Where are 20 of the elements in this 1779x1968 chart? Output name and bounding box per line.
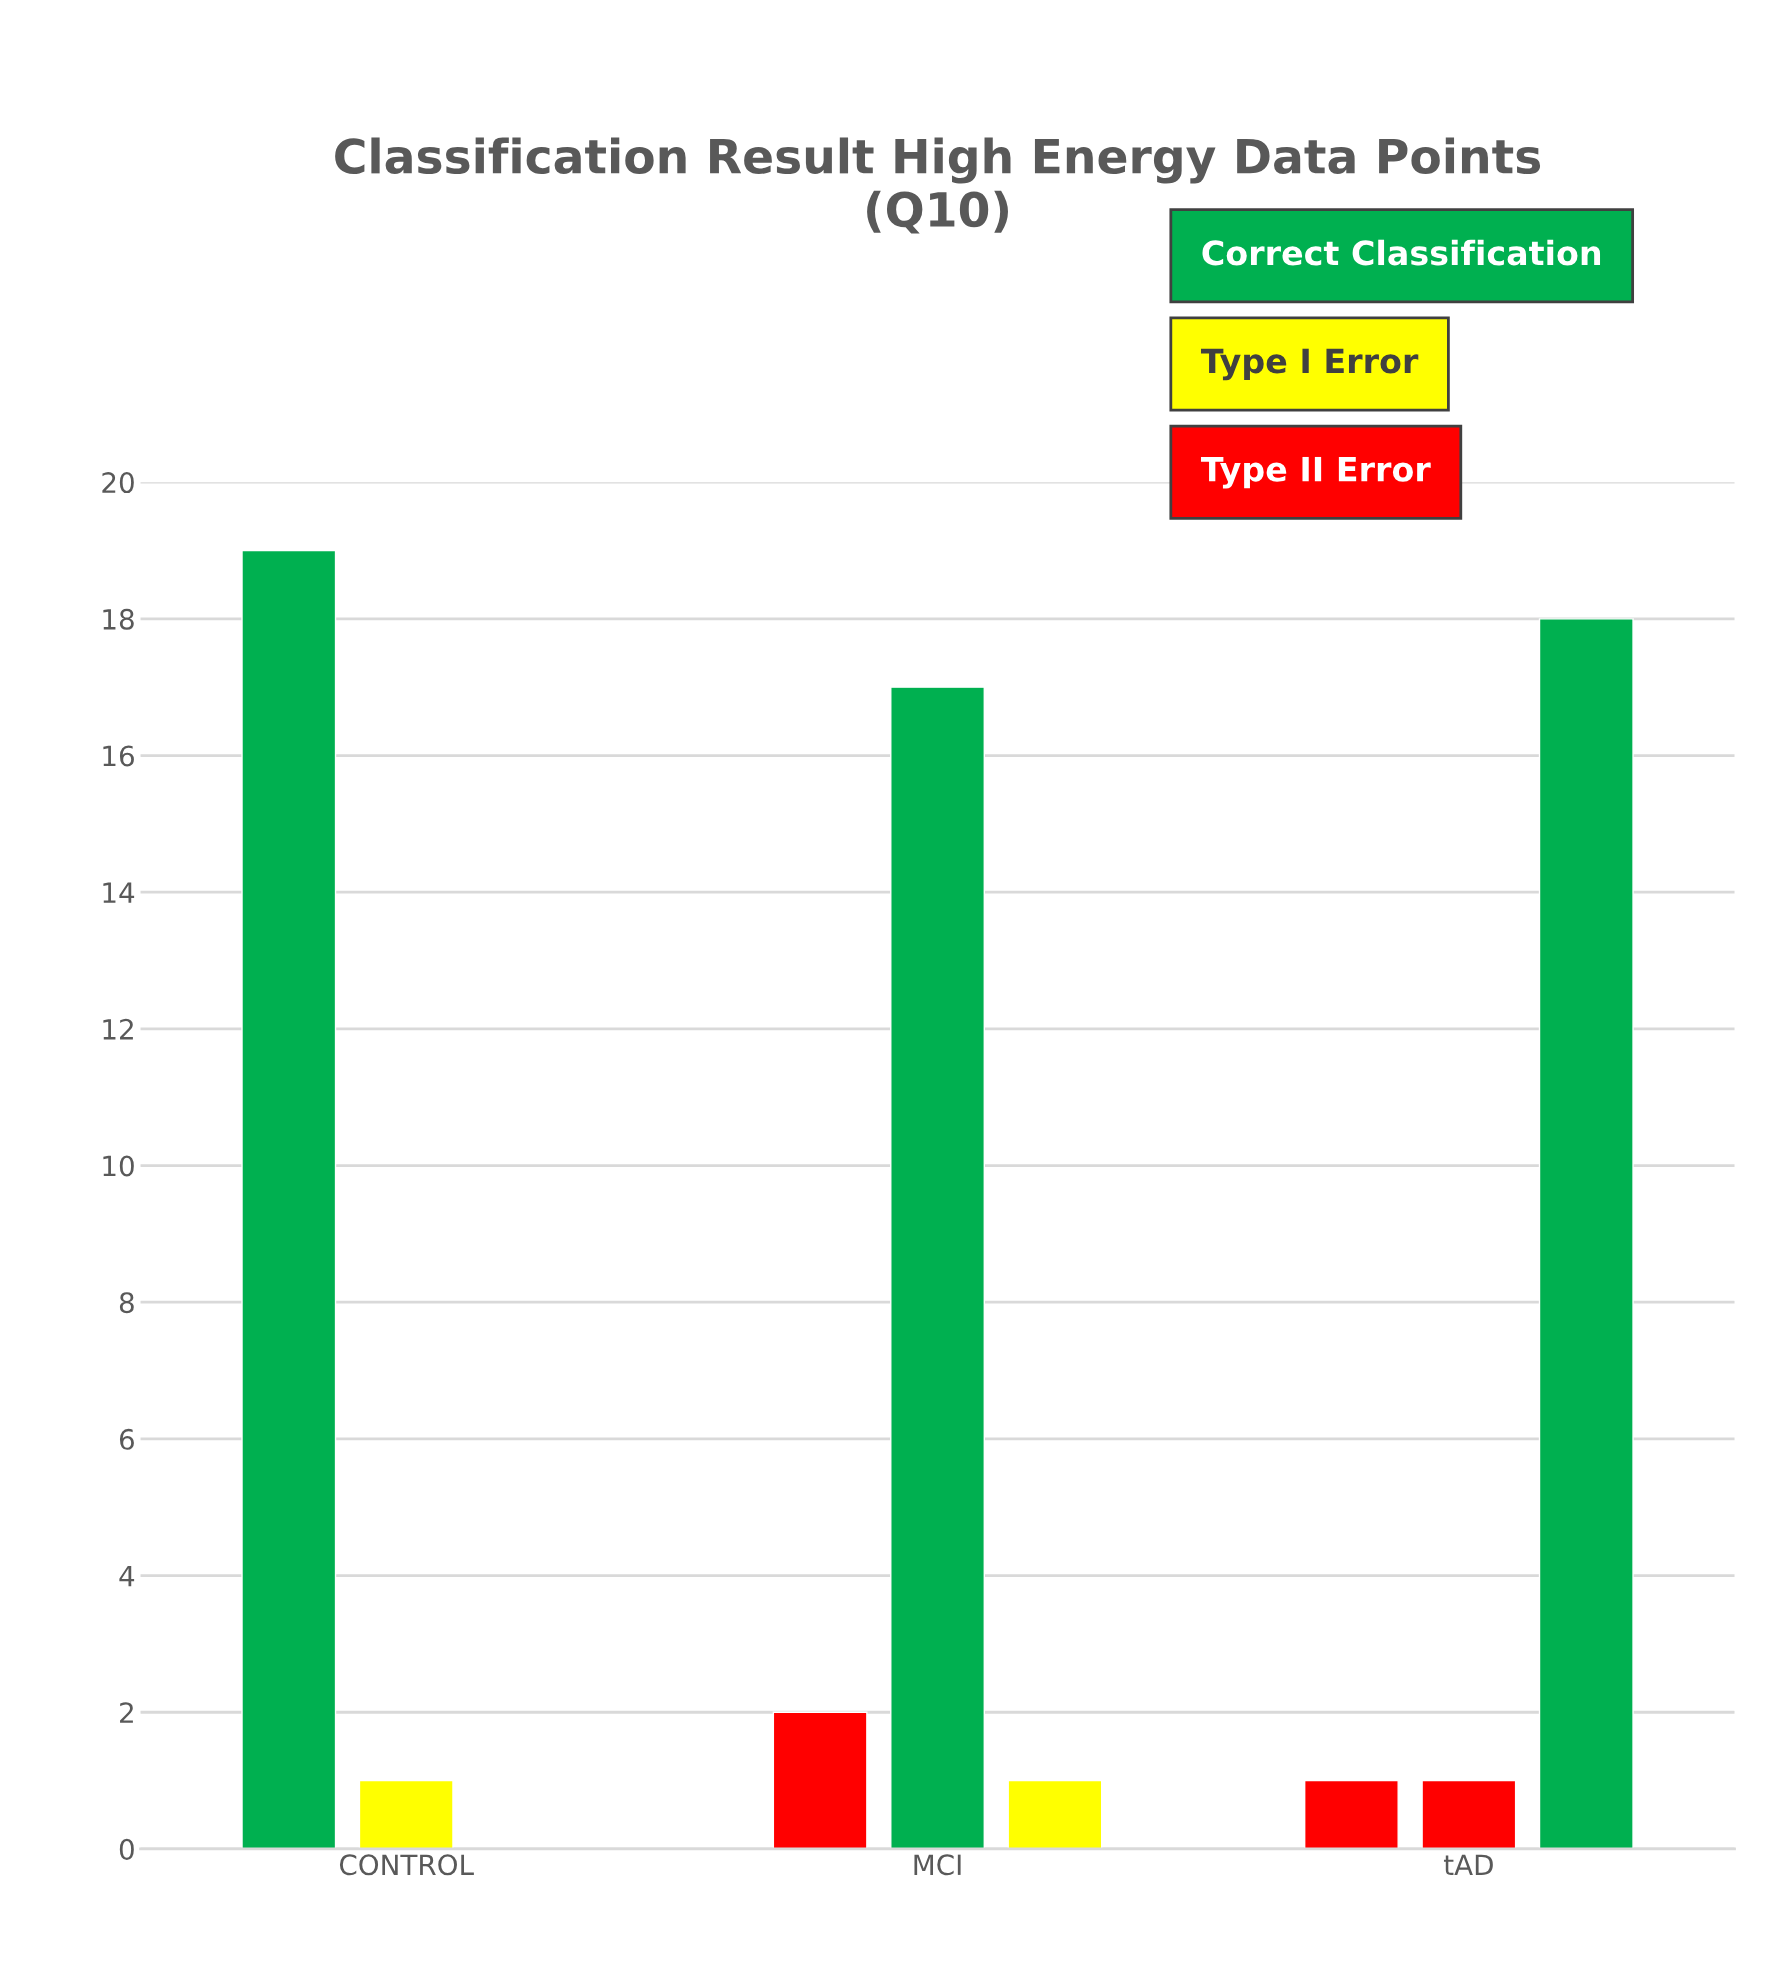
text: Type I Error [1200, 348, 1419, 381]
y-tick-label: 20 [102, 472, 134, 494]
y-tick-label: 10 [103, 1155, 134, 1177]
y-tick-label: 14 [103, 882, 135, 903]
y-tick-label: 12 [103, 1018, 133, 1040]
y-tick-label: 4 [119, 1565, 135, 1587]
y-tick-label: 0 [119, 1838, 134, 1860]
x-tick-label: tAD [1443, 1854, 1493, 1875]
annotation: Type II Error [1200, 456, 1431, 489]
bar [772, 1711, 868, 1849]
chart-title: Classification Result High Energy Data Points (Q10) [335, 137, 1541, 234]
text: Correct Classification [1202, 239, 1601, 266]
y-tick-label: 2 [120, 1702, 133, 1723]
bar [1303, 1779, 1399, 1849]
y-tick-label: 18 [103, 608, 134, 630]
x-tick-label: CONTROL [339, 1854, 474, 1876]
y-tick-label: 6 [119, 1428, 134, 1450]
y-tick-label: 16 [103, 745, 134, 767]
x-tick-label: MCI [914, 1854, 961, 1876]
y-tick-label: 8 [119, 1292, 134, 1314]
